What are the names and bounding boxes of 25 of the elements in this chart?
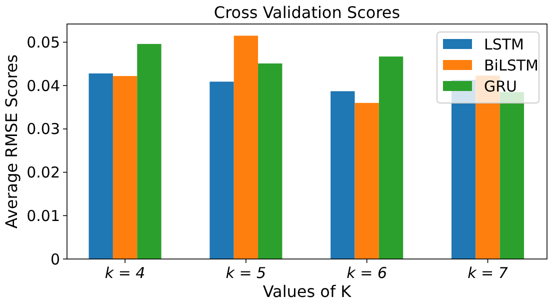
bar — [88, 73, 113, 259]
bar — [258, 63, 282, 259]
x-axis-title: Values of K — [262, 282, 352, 301]
bar — [378, 56, 404, 259]
y-axis-title: Average RMSE Scores — [2, 54, 21, 229]
y-tick-label: 0.03 — [26, 120, 60, 138]
bar — [210, 82, 234, 259]
y-tick-label: 0 — [50, 250, 60, 268]
x-tick-label: k = 4 — [104, 264, 146, 282]
legend-label: GRU — [484, 77, 518, 96]
legend-label: LSTM — [484, 35, 524, 54]
y-tick-label: 0.05 — [26, 33, 60, 52]
x-tick-label: k = 5 — [226, 264, 266, 282]
x-tick-label: k = 6 — [346, 264, 388, 282]
legend-label: BiLSTM — [484, 56, 538, 74]
chart-title: Cross Validation Scores — [214, 3, 400, 22]
bar — [330, 91, 355, 259]
bar — [112, 76, 138, 259]
y-tick-label: 0.01 — [26, 206, 60, 225]
y-tick-label: 0.02 — [26, 164, 60, 182]
x-tick-label: k = 7 — [468, 264, 508, 282]
bar — [234, 36, 258, 259]
bar — [354, 102, 379, 259]
y-tick-label: 0.04 — [26, 76, 60, 95]
bar — [137, 44, 162, 259]
